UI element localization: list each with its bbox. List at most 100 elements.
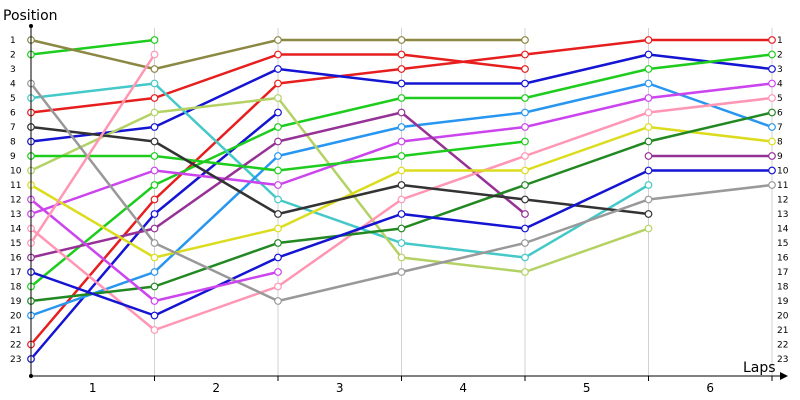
series-point [150, 282, 159, 291]
y-tick-left: 21 [10, 326, 21, 336]
y-tick-left: 5 [10, 94, 16, 104]
y-tick-left: 10 [10, 167, 22, 177]
series-point [150, 224, 159, 233]
x-tick-label: 4 [459, 381, 467, 395]
y-tick-right: 9 [777, 152, 783, 162]
y-tick-left: 4 [10, 80, 16, 90]
series-point [521, 94, 529, 102]
y-tick-right: 8 [777, 138, 783, 148]
series-point [274, 195, 282, 204]
series-point [274, 94, 282, 102]
series-point [397, 210, 406, 218]
series-point [397, 50, 406, 59]
y-tick-left: 12 [10, 196, 21, 206]
y-tick-right: 17 [777, 268, 788, 278]
series-point [150, 65, 159, 73]
y-tick-right: 20 [777, 312, 789, 322]
series-point [521, 152, 529, 160]
series-point [150, 181, 159, 189]
series-point [274, 36, 282, 44]
series-point [150, 166, 159, 175]
series-point [274, 108, 282, 117]
series-point [521, 79, 529, 88]
series-point [644, 224, 653, 233]
series-line [29, 53, 156, 244]
series-point [397, 239, 406, 247]
y-tick-left: 17 [10, 268, 21, 278]
series-point [521, 268, 529, 276]
series-point [644, 65, 653, 73]
series-point [521, 123, 529, 131]
y-tick-left: 1 [10, 36, 16, 46]
series-point [521, 137, 529, 146]
series-point [768, 108, 776, 117]
series-point [397, 65, 406, 73]
series-point [644, 50, 653, 59]
series-point [397, 166, 406, 175]
y-tick-left: 8 [10, 138, 16, 148]
y-tick-right: 13 [777, 210, 788, 220]
x-axis-title: Laps [743, 360, 776, 376]
series-21 [27, 195, 282, 305]
y-tick-right: 22 [777, 341, 788, 351]
series-point [397, 79, 406, 88]
y-tick-right: 11 [777, 181, 788, 191]
series-point [274, 50, 282, 59]
y-tick-left: 23 [10, 355, 21, 365]
y-tick-right: 3 [777, 65, 783, 75]
y-tick-left: 9 [10, 152, 16, 162]
series-point [150, 239, 159, 247]
series-point [150, 79, 159, 88]
series-point [150, 50, 159, 59]
series-point [150, 36, 159, 44]
series-point [521, 166, 529, 175]
series-13 [27, 94, 776, 334]
series-6 [27, 50, 776, 146]
series-point [644, 195, 653, 204]
axes [29, 24, 788, 380]
series-point [150, 108, 159, 117]
x-ticks: 1 2 3 4 5 6 [89, 376, 773, 395]
series-layer [27, 36, 776, 363]
series-point [644, 94, 653, 102]
series-point [397, 181, 406, 189]
series-point [274, 282, 282, 291]
series-point [274, 123, 282, 131]
series-point [150, 137, 159, 146]
series-18 [27, 123, 653, 218]
series-point [521, 253, 529, 262]
y-tick-left: 18 [10, 283, 22, 293]
series-point [644, 152, 653, 160]
series-point [521, 195, 529, 204]
series-16 [644, 152, 776, 160]
series-point [274, 79, 282, 88]
series-point [768, 181, 776, 189]
series-point [521, 210, 529, 218]
series-point [768, 152, 776, 160]
series-point [768, 36, 776, 44]
y-tick-right: 4 [777, 80, 783, 90]
y-tick-left: 11 [10, 181, 21, 191]
series-point [274, 239, 282, 247]
series-point [644, 123, 653, 131]
y-tick-left: 6 [10, 109, 16, 119]
series-2 [27, 36, 159, 59]
series-point [644, 108, 653, 117]
y-tick-right: 10 [777, 167, 789, 177]
y-tick-right: 18 [777, 283, 789, 293]
series-point [274, 297, 282, 305]
series-point [150, 297, 159, 305]
series-point [397, 123, 406, 131]
series-point [521, 50, 529, 59]
y-tick-left: 3 [10, 65, 16, 75]
y-tick-left: 16 [10, 254, 22, 264]
y-tick-right: 1 [777, 36, 783, 46]
y-tick-right: 2 [777, 51, 783, 61]
series-point [644, 137, 653, 146]
series-point [274, 65, 282, 73]
series-5 [27, 50, 529, 117]
series-point [397, 253, 406, 262]
y-tick-right: 12 [777, 196, 788, 206]
series-line [30, 96, 649, 274]
